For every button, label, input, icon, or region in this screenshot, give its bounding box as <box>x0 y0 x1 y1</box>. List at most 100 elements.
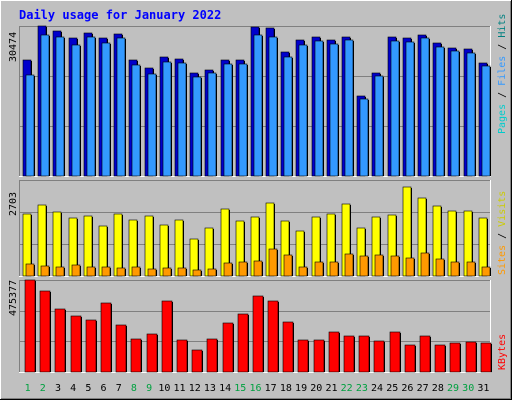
bar-files-31 <box>481 65 491 177</box>
bar-kbytes-7 <box>115 324 127 373</box>
bar-kbytes-13 <box>206 338 218 373</box>
x-tick-label-16: 16 <box>249 383 261 394</box>
x-tick-label-2: 2 <box>40 383 46 394</box>
bar-sites-17 <box>268 248 278 277</box>
bar-sites-5 <box>86 266 96 277</box>
bar-kbytes-8 <box>130 338 142 373</box>
bar-files-24 <box>374 75 384 177</box>
legend-entry-sites: Sites <box>497 245 508 275</box>
x-tick-label-23: 23 <box>356 383 368 394</box>
x-tick-label-20: 20 <box>310 383 322 394</box>
bar-files-3 <box>55 36 65 177</box>
x-tick-label-18: 18 <box>280 383 292 394</box>
bar-sites-2 <box>40 265 50 277</box>
bar-files-4 <box>71 44 81 177</box>
bar-sites-3 <box>55 266 65 277</box>
bar-sites-8 <box>131 266 141 277</box>
bar-sites-21 <box>329 261 339 277</box>
bar-sites-29 <box>450 261 460 277</box>
bar-kbytes-3 <box>54 308 66 373</box>
bar-kbytes-26 <box>404 344 416 373</box>
bar-kbytes-9 <box>146 333 158 373</box>
x-tick-label-25: 25 <box>386 383 398 394</box>
x-tick-label-14: 14 <box>219 383 231 394</box>
legend-separator: / <box>497 86 508 104</box>
bar-kbytes-15 <box>237 313 249 373</box>
legend-entry-kbytes: KBytes <box>497 334 508 370</box>
bar-files-20 <box>314 40 324 177</box>
x-tick-label-21: 21 <box>325 383 337 394</box>
bar-files-13 <box>207 72 217 177</box>
bar-sites-4 <box>71 264 81 277</box>
bar-files-18 <box>283 56 293 177</box>
bar-sites-13 <box>207 268 217 277</box>
bar-kbytes-18 <box>282 321 294 373</box>
bar-files-27 <box>420 37 430 177</box>
bar-files-11 <box>177 62 187 177</box>
bar-kbytes-29 <box>449 342 461 373</box>
bar-kbytes-14 <box>222 322 234 373</box>
bar-kbytes-1 <box>24 279 36 373</box>
bar-kbytes-5 <box>85 319 97 373</box>
bar-files-6 <box>101 42 111 177</box>
bar-files-10 <box>162 61 172 177</box>
legend-entry-files: Files <box>497 56 508 86</box>
bar-kbytes-28 <box>434 344 446 373</box>
bar-files-1 <box>25 74 35 177</box>
x-tick-label-3: 3 <box>55 383 61 394</box>
bar-files-30 <box>466 52 476 177</box>
axis-max-label-hits-files-pages: 30474 <box>8 32 19 62</box>
x-tick-label-30: 30 <box>462 383 474 394</box>
axis-max-label-visits-sites: 2703 <box>8 192 19 216</box>
bar-sites-11 <box>177 267 187 277</box>
bar-kbytes-12 <box>191 349 203 373</box>
bar-kbytes-10 <box>161 300 173 373</box>
bar-sites-6 <box>101 266 111 277</box>
x-tick-label-26: 26 <box>401 383 413 394</box>
bar-files-22 <box>344 39 354 177</box>
bar-files-19 <box>298 44 308 177</box>
bar-sites-25 <box>390 255 400 277</box>
bar-files-12 <box>192 76 202 177</box>
bar-kbytes-17 <box>267 300 279 373</box>
bar-files-2 <box>40 34 50 177</box>
bar-files-29 <box>450 50 460 177</box>
bar-kbytes-27 <box>419 335 431 373</box>
bar-files-26 <box>405 41 415 177</box>
legend-entry-hits: Hits <box>497 14 508 38</box>
legend-visits-sites: Sites / Visits <box>497 191 508 275</box>
bar-visits-11 <box>174 219 184 277</box>
x-tick-label-5: 5 <box>85 383 91 394</box>
x-tick-label-28: 28 <box>432 383 444 394</box>
bar-kbytes-31 <box>480 342 492 373</box>
bar-kbytes-16 <box>252 295 264 373</box>
bar-kbytes-11 <box>176 339 188 373</box>
x-tick-label-9: 9 <box>146 383 152 394</box>
bar-files-28 <box>435 46 445 177</box>
x-tick-label-24: 24 <box>371 383 383 394</box>
bar-kbytes-30 <box>465 341 477 373</box>
bar-sites-10 <box>162 267 172 277</box>
x-tick-label-6: 6 <box>101 383 107 394</box>
bar-kbytes-4 <box>70 315 82 373</box>
x-tick-label-22: 22 <box>341 383 353 394</box>
bar-sites-27 <box>420 252 430 277</box>
bar-sites-28 <box>435 258 445 277</box>
bar-sites-15 <box>238 261 248 277</box>
bar-kbytes-25 <box>389 331 401 373</box>
bar-sites-9 <box>147 268 157 277</box>
bar-kbytes-19 <box>297 339 309 373</box>
bar-sites-16 <box>253 260 263 277</box>
axis-max-label-kbytes: 475377 <box>8 280 19 316</box>
bar-files-5 <box>86 36 96 177</box>
bar-sites-12 <box>192 269 202 277</box>
bar-files-25 <box>390 40 400 177</box>
bar-sites-1 <box>25 263 35 277</box>
legend-kbytes: KBytes <box>497 334 508 370</box>
bar-files-14 <box>223 63 233 177</box>
bar-kbytes-2 <box>39 290 51 373</box>
bar-kbytes-23 <box>358 335 370 373</box>
x-tick-label-11: 11 <box>174 383 186 394</box>
